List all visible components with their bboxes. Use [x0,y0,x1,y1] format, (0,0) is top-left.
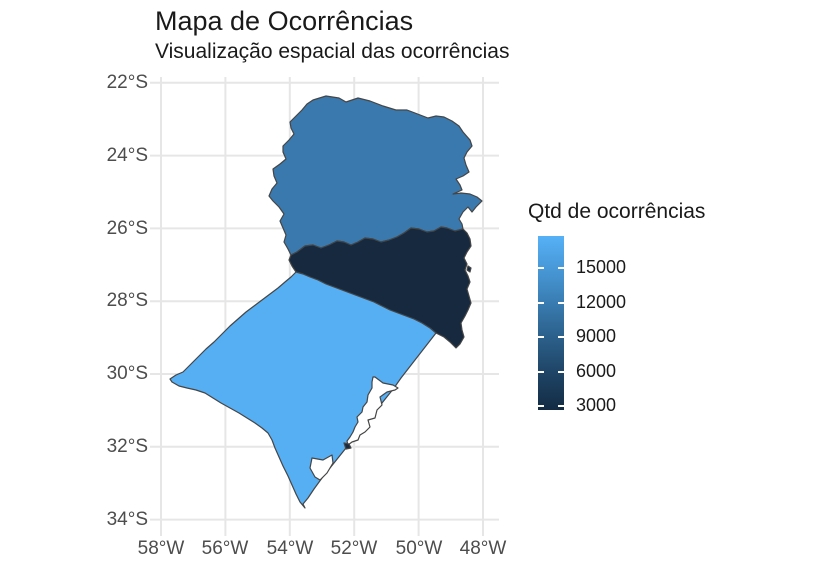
x-tick-58w: 58°W [137,538,185,559]
legend-label-6000: 6000 [576,361,617,381]
x-tick-50w: 50°W [395,538,443,559]
plot-title: Mapa de Ocorrências [155,6,414,36]
legend-label-15000: 15000 [576,257,627,277]
y-tick-26s: 26°S [106,218,148,239]
plot-subtitle: Visualização espacial das ocorrências [155,40,510,63]
y-tick-32s: 32°S [106,436,148,457]
legend-gradient-bar [538,236,564,410]
x-tick-54w: 54°W [266,538,314,559]
legend-label-3000: 3000 [576,395,617,415]
legend-title: Qtd de ocorrências [528,200,706,223]
legend-bar-tick [538,336,544,338]
legend-bar-tick [558,302,564,304]
state-polygons [169,95,483,509]
y-tick-34s: 34°S [106,509,148,530]
legend-bar-tick [558,336,564,338]
legend-bar-tick [538,302,544,304]
legend-bar-tick [538,405,544,407]
legend-bar-tick [558,267,564,269]
x-tick-48w: 48°W [459,538,507,559]
islet-coast [343,442,352,450]
lagoa-mirim [309,454,334,481]
y-tick-28s: 28°S [106,290,148,311]
y-tick-22s: 22°S [106,72,148,93]
legend-bar-tick [538,267,544,269]
islet-sc-coast [466,265,472,273]
legend-label-12000: 12000 [576,292,627,312]
legend-bar-tick [558,405,564,407]
y-tick-30s: 30°S [106,363,148,384]
x-tick-52w: 52°W [330,538,378,559]
y-tick-24s: 24°S [106,145,148,166]
lagoa-dos-patos [346,376,399,446]
legend-bar-tick [538,371,544,373]
legend-bar-tick [558,371,564,373]
x-tick-56w: 56°W [201,538,249,559]
region-rio-grande-do-sul [169,271,437,509]
legend-label-9000: 9000 [576,326,617,346]
